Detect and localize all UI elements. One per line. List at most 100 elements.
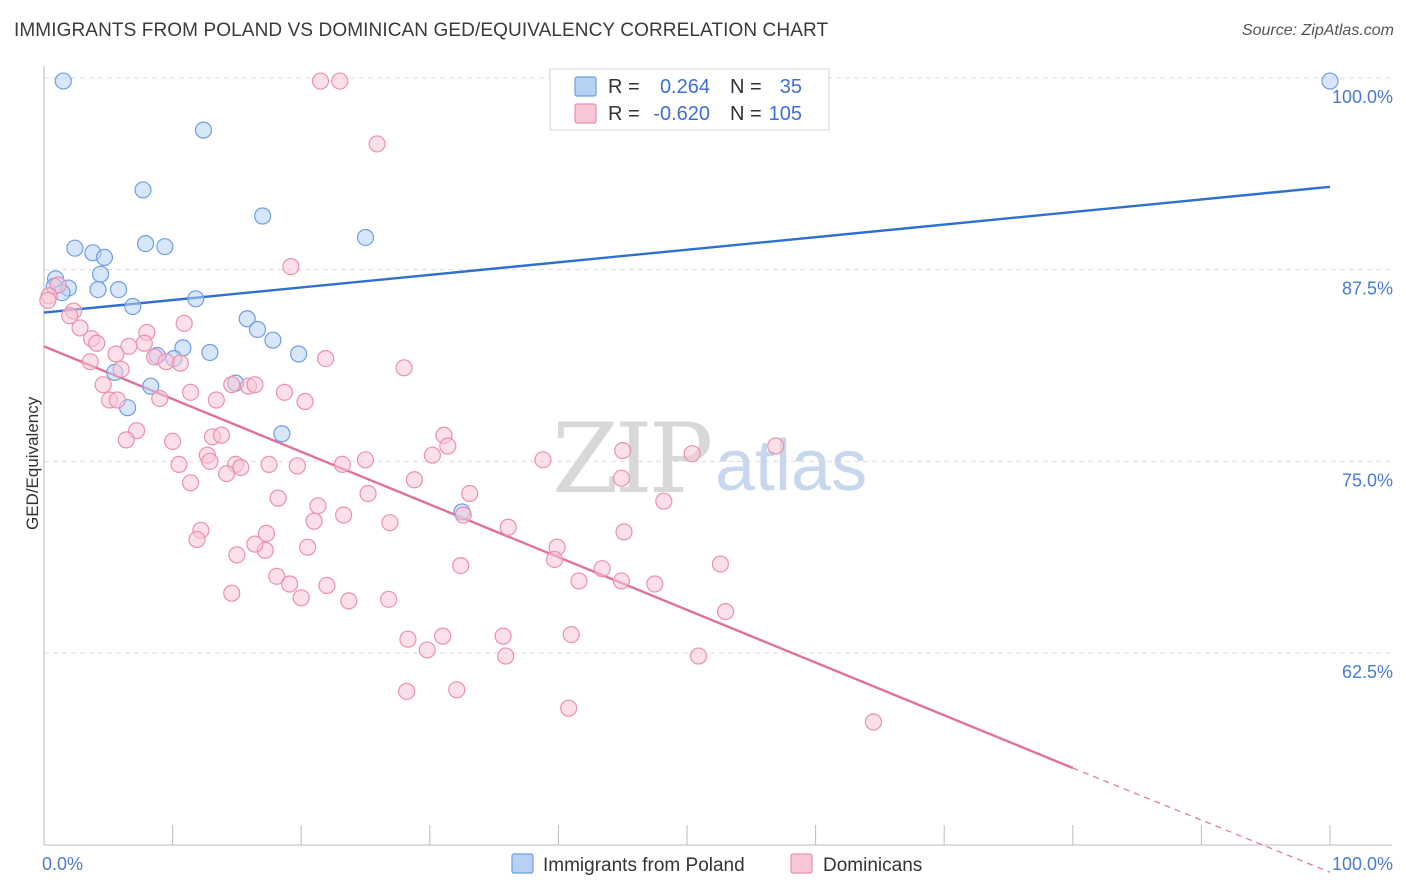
poland-trend-line [43, 185, 1331, 314]
legend-n-value-2: 105 [769, 103, 802, 125]
dominican-point-58 [309, 497, 327, 515]
dominican-point-80 [318, 576, 336, 595]
poland-point-7 [66, 239, 84, 257]
dominican-point-102 [333, 455, 351, 473]
poland-point-2 [134, 181, 152, 199]
dominican-point-51 [218, 465, 236, 483]
dominican-point-43 [534, 451, 552, 469]
dominican-point-89 [562, 625, 580, 644]
dominican-point-100 [683, 445, 701, 463]
poland-point-21 [264, 331, 282, 349]
dominican-point-75 [570, 572, 588, 590]
dominican-point-53 [405, 471, 423, 489]
dominican-point-28 [182, 383, 200, 401]
dominican-point-0 [311, 72, 330, 90]
dominican-point-98 [655, 492, 673, 510]
poland-point-16 [89, 281, 107, 299]
bottom-legend-dominicans: Dominicans [823, 855, 922, 876]
dominican-point-59 [499, 518, 517, 536]
poland-point-5 [136, 235, 155, 253]
dominican-point-46 [170, 455, 188, 473]
dominican-point-69 [545, 550, 564, 569]
y-axis-label: GED/Equivalency [23, 396, 42, 530]
dominican-point-33 [296, 392, 314, 411]
legend-r-label-1: R = [608, 76, 640, 98]
series-legend: Immigrants from Poland Dominicans [511, 853, 922, 876]
poland-point-6 [156, 238, 174, 256]
dominican-point-78 [268, 567, 286, 585]
dominican-point-65 [188, 530, 206, 549]
legend-r-label-2: R = [608, 103, 640, 125]
dominican-point-76 [612, 572, 631, 590]
chart-title: IMMIGRANTS FROM POLAND VS DOMINICAN GED/… [14, 20, 829, 41]
tick-labels: 62.5% 75.0% 87.5% 100.0% 0.0% 100.0% [42, 87, 1393, 874]
bottom-legend-poland: Immigrants from Poland [543, 855, 745, 876]
dominican-point-22 [112, 360, 130, 378]
legend-swatch-dominicans [574, 103, 597, 124]
poland-point-17 [187, 290, 205, 308]
dominican-point-10 [175, 314, 193, 332]
poland-point-24 [290, 345, 308, 363]
y-tick-label-2: 87.5% [1342, 279, 1393, 299]
dominican-point-56 [461, 484, 479, 503]
watermark: ZIP atlas [552, 403, 867, 515]
x-tick-label-1: 100.0% [1332, 854, 1393, 874]
dominican-point-42 [423, 446, 441, 464]
dominican-point-90 [418, 641, 436, 659]
dominican-point-71 [615, 523, 633, 541]
poland-point-20 [248, 320, 267, 339]
dominican-point-91 [497, 647, 515, 665]
dominican-point-41 [439, 437, 457, 455]
dominican-point-15 [120, 337, 138, 355]
dominican-point-24 [94, 376, 112, 394]
dominican-point-6 [39, 291, 57, 309]
legend-n-label-2: N = [730, 103, 762, 125]
dominican-point-48 [232, 458, 250, 477]
axes [43, 66, 1392, 846]
source-label: Source: ZipAtlas.com [1241, 22, 1394, 39]
poland-point-3 [254, 207, 272, 225]
dominican-point-19 [171, 354, 189, 372]
poland-point-23 [201, 343, 219, 362]
dominican-point-73 [711, 555, 730, 573]
dominican-point-8 [61, 307, 79, 325]
dominican-point-55 [359, 484, 377, 503]
dominican-point-99 [612, 469, 631, 487]
dominican-point-77 [646, 575, 664, 593]
dominican-point-14 [135, 334, 153, 352]
dominican-point-83 [340, 592, 358, 610]
correlation-legend: R = 0.264 N = 35 R = -0.620 N = 105 [549, 68, 830, 131]
dominican-point-2 [368, 135, 386, 153]
dominican-point-103 [257, 524, 276, 543]
legend-n-label-1: N = [730, 76, 762, 98]
dominican-point-67 [299, 538, 317, 556]
dominican-point-95 [560, 699, 578, 717]
x-tick-label-0: 0.0% [42, 854, 83, 874]
dominican-point-93 [398, 682, 416, 700]
dominican-point-94 [448, 681, 466, 699]
dominican-point-37 [164, 432, 182, 450]
dominican-point-82 [292, 589, 310, 607]
poland-point-29 [142, 377, 160, 395]
dominican-point-21 [395, 359, 413, 377]
poland-point-1 [194, 121, 213, 139]
legend-swatch-poland [574, 76, 597, 97]
poland-point-9 [95, 248, 114, 266]
poland-point-19 [238, 310, 256, 328]
dominican-point-84 [380, 590, 398, 608]
dominican-point-16 [107, 345, 125, 363]
dominican-point-39 [212, 426, 231, 444]
data-points [39, 72, 1339, 731]
poland-point-4 [356, 228, 375, 247]
dominican-point-1 [331, 72, 349, 90]
dominican-point-32 [207, 391, 225, 409]
dominican-point-27 [246, 376, 264, 394]
dominican-point-97 [614, 442, 632, 460]
dominican-point-34 [275, 383, 294, 401]
y-tick-label-3: 100.0% [1332, 87, 1393, 107]
dominican-point-29 [151, 389, 169, 408]
poland-point-31 [273, 425, 291, 443]
legend-r-value-1: 0.264 [660, 76, 710, 98]
poland-point-33 [1321, 72, 1339, 90]
dominican-point-18 [157, 353, 175, 371]
